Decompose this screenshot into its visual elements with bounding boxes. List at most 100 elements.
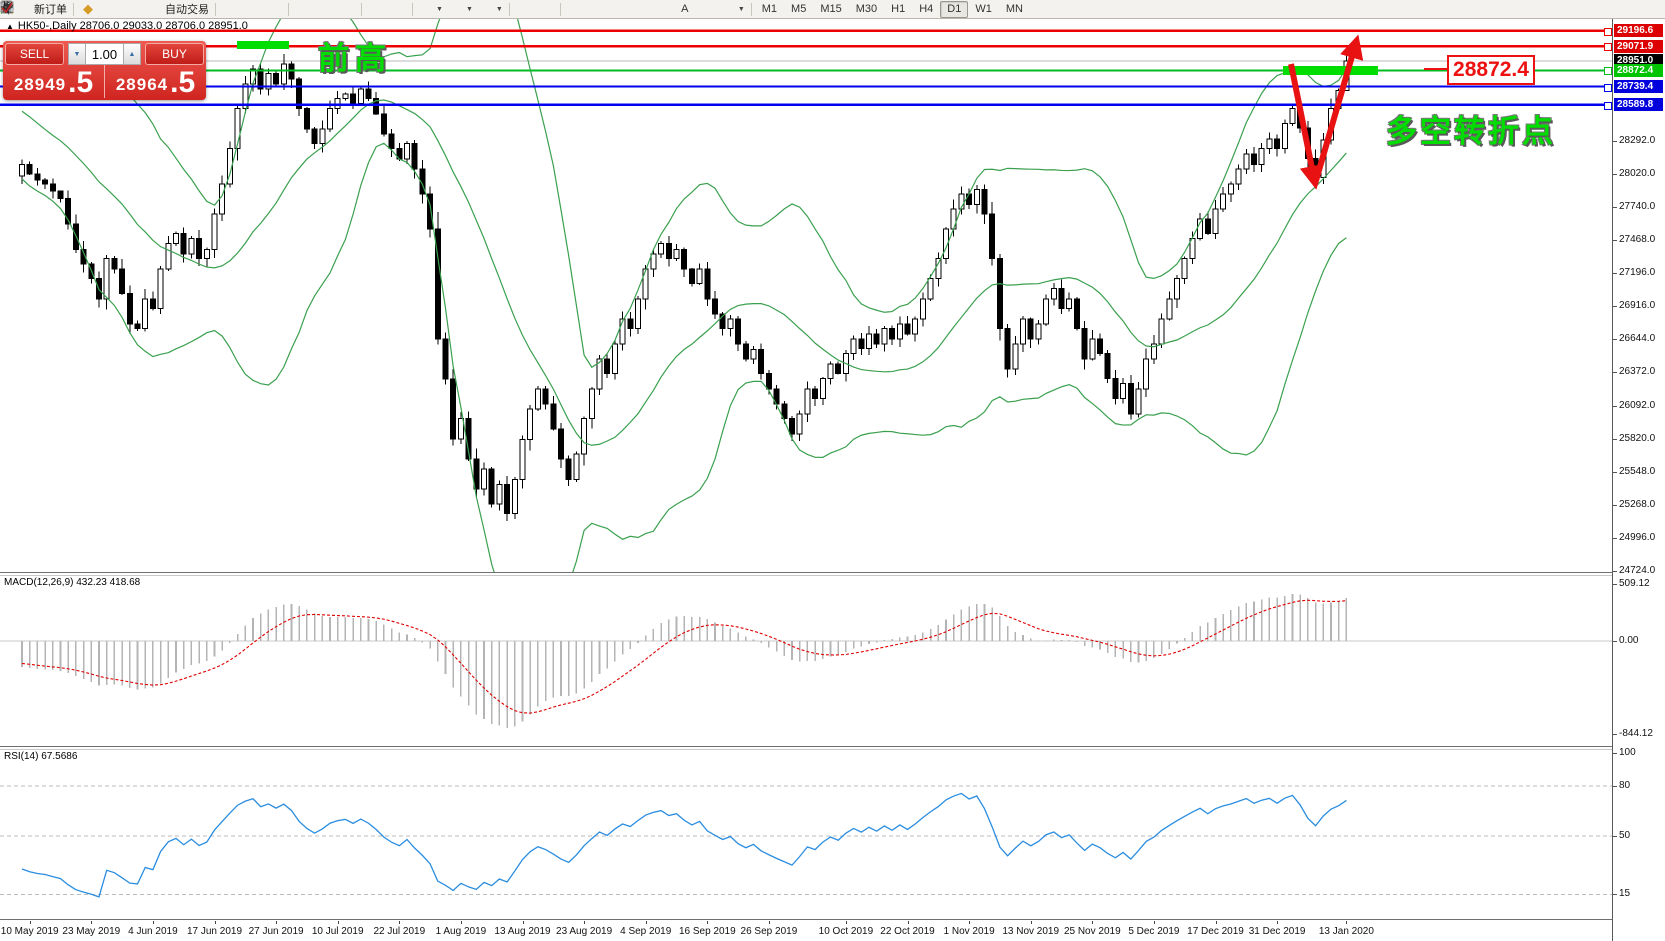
price-callout-box[interactable]: 28872.4 bbox=[1447, 55, 1535, 85]
volume-input[interactable]: 1.00 bbox=[86, 43, 123, 65]
axis-tick-mark bbox=[1613, 306, 1617, 308]
macd-panel-separator[interactable] bbox=[0, 572, 1665, 576]
buy-price[interactable]: 28964 .5 bbox=[105, 65, 206, 98]
candle-body bbox=[126, 292, 133, 325]
timeframe-m30[interactable]: M30 bbox=[855, 2, 878, 15]
volume-increase-button[interactable]: ▲ bbox=[123, 43, 141, 65]
candle-body bbox=[226, 148, 233, 185]
candle-body bbox=[57, 190, 64, 199]
candle-body bbox=[1150, 343, 1157, 360]
price-axis[interactable]: 28292.0 28020.0 27740.0 27468.0 27196.0 26916… bbox=[1604, 19, 1665, 941]
timeframe-mn[interactable]: MN bbox=[1005, 2, 1023, 15]
level-price-tag[interactable]: 29071.9 bbox=[1614, 39, 1663, 53]
date-tick-mark bbox=[399, 921, 401, 924]
candle-body bbox=[111, 258, 118, 270]
auto-scroll-button[interactable] bbox=[2, 1, 387, 17]
level-price-tag[interactable]: 29196.6 bbox=[1614, 24, 1663, 38]
candle-body bbox=[619, 318, 626, 345]
channel-tool-button[interactable]: E bbox=[0, 1, 652, 17]
timeframe-h1[interactable]: H1 bbox=[891, 2, 906, 15]
candle-body bbox=[1143, 358, 1150, 390]
horizontal-line-tool-button[interactable] bbox=[1, 1, 608, 17]
candle-body bbox=[665, 242, 672, 260]
market-watch-button[interactable] bbox=[0, 1, 121, 17]
axis-tick-mark bbox=[1613, 504, 1617, 506]
level-drag-handle[interactable] bbox=[1604, 101, 1612, 110]
zoom-out-button[interactable] bbox=[1, 1, 336, 17]
rsi-scale-label: 50 bbox=[1619, 830, 1631, 841]
turning-point-annotation[interactable]: 多空转折点 bbox=[1386, 114, 1556, 149]
level-drag-handle[interactable] bbox=[1604, 27, 1612, 36]
level-price-tag[interactable]: 28872.4 bbox=[1614, 63, 1663, 77]
timeframe-m15[interactable]: M15 bbox=[820, 2, 842, 15]
prev-high-annotation[interactable]: 前高 bbox=[318, 41, 392, 76]
candle-body bbox=[1089, 338, 1096, 360]
vertical-line-tool-button[interactable] bbox=[6, 1, 586, 17]
candle-body bbox=[496, 483, 503, 505]
tile-windows-button[interactable] bbox=[1, 1, 358, 17]
volume-decrease-button[interactable]: ▼ bbox=[68, 43, 86, 65]
candle-body bbox=[257, 68, 264, 90]
candle-body bbox=[688, 268, 695, 285]
date-axis[interactable]: 10 May 2019 23 May 2019 4 Jun 2019 17 Jun 2… bbox=[0, 921, 1612, 941]
trendline-tool-button[interactable] bbox=[1, 1, 630, 17]
periods-button[interactable]: ▼ bbox=[1, 1, 476, 17]
main-toolbar: 新订单 ◆ 自动交易 ▼ ▼ ▼ E F A T ▼ M1 M5 M15 M30 H1 H… bbox=[0, 0, 1665, 19]
toolbar-separator bbox=[73, 2, 74, 16]
timeframe-m1[interactable]: M1 bbox=[761, 2, 778, 15]
rsi-panel-separator[interactable] bbox=[0, 746, 1665, 750]
line-chart-button[interactable] bbox=[0, 1, 285, 17]
candle-body bbox=[42, 179, 49, 185]
cursor-icon bbox=[3, 1, 532, 17]
candle-body bbox=[173, 233, 179, 244]
level-drag-handle[interactable] bbox=[1604, 43, 1612, 52]
label-tool-button[interactable]: T bbox=[0, 1, 718, 17]
crosshair-tool-button[interactable] bbox=[1, 1, 557, 17]
zoom-in-button[interactable] bbox=[1, 1, 314, 17]
new-order-button[interactable]: 新订单 bbox=[1, 0, 70, 17]
candle-body bbox=[989, 213, 996, 260]
candle-body bbox=[919, 298, 926, 320]
chart-shift-button[interactable] bbox=[2, 1, 409, 17]
templates-button[interactable]: ▼ bbox=[0, 1, 506, 17]
fibonacci-tool-button[interactable]: F bbox=[1, 1, 674, 17]
arrows-tool-button[interactable]: ▼ bbox=[1, 1, 748, 17]
zoom-in-icon bbox=[1, 1, 311, 17]
bar-chart-button[interactable] bbox=[2, 1, 241, 17]
signals-button[interactable] bbox=[0, 1, 143, 17]
timeframe-m5[interactable]: M5 bbox=[791, 2, 807, 15]
candle-body bbox=[242, 83, 249, 109]
timeframe-w1[interactable]: W1 bbox=[975, 2, 992, 15]
buy-button[interactable]: BUY bbox=[145, 43, 204, 65]
toolbar-grip[interactable] bbox=[3, 3, 9, 15]
timeframe-d1[interactable]: D1 bbox=[940, 0, 969, 18]
candle-body bbox=[411, 143, 418, 170]
text-tool-button[interactable]: A bbox=[674, 1, 696, 17]
candle-body bbox=[1158, 318, 1165, 345]
level-price-tag[interactable]: 28589.8 bbox=[1614, 98, 1663, 112]
sell-price[interactable]: 28949 .5 bbox=[3, 65, 105, 98]
candle-body bbox=[1281, 123, 1288, 150]
crosshair-icon bbox=[1, 1, 554, 17]
level-drag-handle[interactable] bbox=[1604, 83, 1612, 92]
indicators-button[interactable]: ▼ bbox=[0, 1, 446, 17]
candle-body bbox=[342, 93, 349, 100]
candle-body bbox=[457, 418, 464, 440]
new-order-icon bbox=[1, 0, 31, 17]
cursor-tool-button[interactable] bbox=[3, 1, 535, 17]
candle-body bbox=[958, 193, 965, 210]
metaquotes-button[interactable]: ◆ bbox=[77, 1, 99, 17]
level-price-tag[interactable]: 28739.4 bbox=[1614, 80, 1663, 94]
candle-body bbox=[750, 348, 757, 360]
level-drag-handle[interactable] bbox=[1604, 67, 1612, 76]
candle-body bbox=[96, 278, 102, 300]
candlestick-chart-button[interactable] bbox=[1, 1, 263, 17]
sell-button[interactable]: SELL bbox=[5, 43, 64, 65]
candle-body bbox=[504, 483, 511, 515]
timeframe-h4[interactable]: H4 bbox=[919, 2, 934, 15]
axis-tick-mark bbox=[1613, 273, 1617, 275]
rsi-scale-label: 80 bbox=[1619, 780, 1631, 791]
candle-body bbox=[1320, 139, 1327, 179]
autotrade-button[interactable]: 自动交易 bbox=[1, 1, 212, 17]
line-chart-icon bbox=[0, 1, 282, 17]
